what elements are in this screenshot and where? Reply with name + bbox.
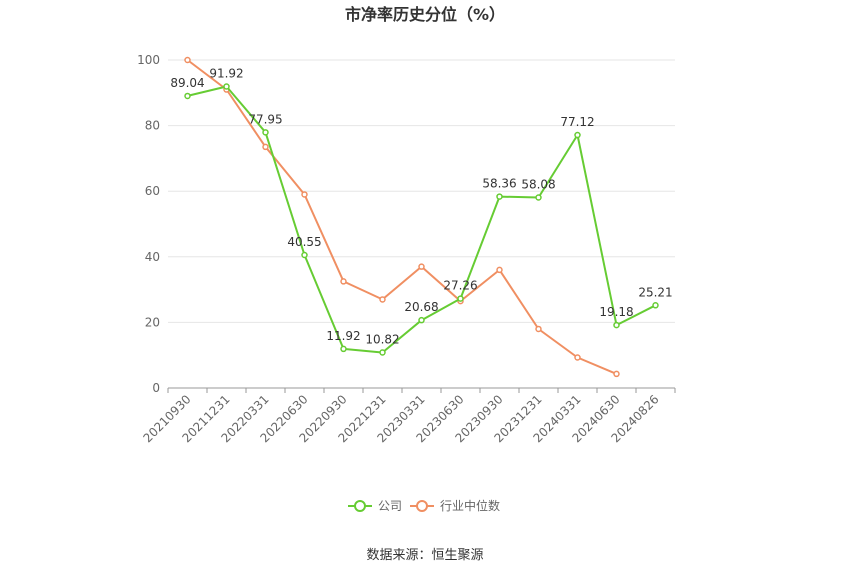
- data-label: 27.26: [443, 279, 477, 293]
- y-axis: 0 20 40 60 80 100: [137, 53, 160, 395]
- legend-marker: [416, 500, 428, 512]
- series-layer: [184, 56, 659, 378]
- data-point: [262, 129, 269, 136]
- x-axis: 2021093020211231202203312022063020220930…: [141, 387, 676, 445]
- y-tick-label: 40: [145, 250, 160, 264]
- y-tick-label: 60: [145, 184, 160, 198]
- data-point: [379, 349, 386, 356]
- chart-title: 市净率历史分位（%）: [345, 5, 505, 24]
- data-point: [496, 193, 503, 200]
- data-point: [301, 251, 308, 259]
- data-point: [535, 194, 542, 201]
- data-label: 77.12: [560, 115, 594, 129]
- data-label: 19.18: [599, 305, 633, 319]
- source-note: 数据来源：恒生聚源: [366, 548, 483, 563]
- grid: [168, 59, 675, 323]
- data-label: 25.21: [638, 285, 672, 299]
- data-label: 89.04: [170, 76, 204, 90]
- data-label: 58.08: [521, 177, 555, 191]
- data-point: [340, 278, 347, 285]
- data-point: [262, 143, 269, 151]
- data-label: 77.95: [248, 112, 282, 126]
- data-point: [184, 56, 191, 64]
- data-label: 40.55: [287, 235, 321, 249]
- legend-item-1[interactable]: 行业中位数: [410, 498, 500, 513]
- legend[interactable]: 公司 行业中位数: [348, 498, 500, 513]
- data-label: 91.92: [209, 67, 243, 81]
- data-label: 10.82: [365, 333, 399, 347]
- legend-label: 公司: [378, 499, 402, 513]
- data-point: [340, 345, 347, 353]
- data-point: [223, 83, 230, 90]
- y-tick-label: 100: [137, 53, 160, 67]
- data-point: [613, 370, 620, 378]
- series-line-1: [186, 59, 617, 375]
- legend-label: 行业中位数: [440, 498, 500, 513]
- data-label: 11.92: [326, 329, 360, 343]
- legend-marker: [354, 500, 366, 512]
- y-tick-label: 80: [145, 119, 160, 133]
- legend-item-0[interactable]: 公司: [348, 499, 402, 513]
- y-tick-label: 20: [145, 315, 160, 329]
- data-labels: 89.04 91.92 77.95 40.55 11.92 10.82 20.68 27.26…: [170, 67, 672, 347]
- data-point: [652, 302, 659, 309]
- data-label: 20.68: [404, 300, 438, 314]
- data-point: [457, 295, 464, 302]
- data-point: [184, 92, 191, 100]
- data-point: [418, 263, 425, 270]
- data-point: [613, 321, 620, 329]
- data-point: [418, 316, 425, 324]
- data-point: [535, 325, 542, 333]
- data-point: [379, 296, 386, 303]
- data-point: [496, 266, 503, 274]
- data-point: [574, 354, 581, 361]
- data-point: [301, 191, 308, 198]
- data-point: [574, 131, 581, 139]
- y-tick-label: 0: [152, 381, 160, 395]
- data-label: 58.36: [482, 177, 516, 191]
